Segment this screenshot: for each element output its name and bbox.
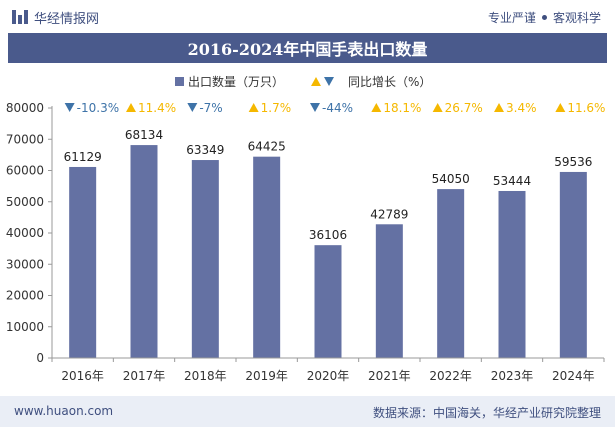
website-link[interactable]: www.huaon.com <box>14 404 114 418</box>
x-tick-label: 2023年 <box>491 369 534 383</box>
growth-label: 18.1% <box>383 101 421 115</box>
bar-chart: 出口数量（万只） 同比增长（%） 0 10000 20000 30000 40000 50… <box>6 74 606 383</box>
x-tick-label: 2017年 <box>123 369 166 383</box>
bar <box>130 145 158 358</box>
bar-value-label: 53444 <box>493 174 531 188</box>
y-tick-label: 0 <box>36 351 44 365</box>
growth-up-triangle-icon <box>126 103 136 112</box>
data-source: 数据来源：中国海关，华经产业研究院整理 <box>372 406 601 420</box>
growth-label: 11.4% <box>138 101 176 115</box>
bar-value-label: 59536 <box>554 155 592 169</box>
y-axis: 0 10000 20000 30000 40000 50000 60000 70000 8000… <box>6 101 53 365</box>
growth-down-triangle-icon <box>64 103 75 112</box>
x-tick-label: 2018年 <box>184 369 227 383</box>
growth-label: 1.7% <box>261 101 292 115</box>
growth-label: 11.6% <box>567 101 605 115</box>
bar-value-label: 63349 <box>186 143 224 157</box>
growth-label: -7% <box>199 101 222 115</box>
growth-up-triangle-icon <box>248 103 259 112</box>
footer: www.huaon.com 数据来源：中国海关，华经产业研究院整理 <box>0 396 615 427</box>
y-tick-label: 30000 <box>6 257 44 271</box>
growth-label: -10.3% <box>77 101 119 115</box>
growth-labels: -10.3% 11.4% -7% 1.7% -44% 18.1% 26.7% 3.4% 11.6… <box>64 101 605 115</box>
bar <box>437 189 465 358</box>
growth-up-triangle-icon <box>555 103 566 112</box>
chart-title: 2016-2024年中国手表出口数量 <box>187 40 428 59</box>
x-tick-label: 2024年 <box>552 369 595 383</box>
growth-label: -44% <box>322 101 353 115</box>
y-tick-label: 50000 <box>6 195 44 209</box>
bar <box>498 190 526 358</box>
logo-icon <box>12 10 28 24</box>
legend-up-triangle-icon <box>311 77 321 86</box>
bars: 61129 68134 63349 64425 36106 42789 54050 53444… <box>64 128 592 358</box>
x-tick-label: 2022年 <box>429 369 472 383</box>
bar-value-label: 68134 <box>125 128 163 142</box>
growth-up-triangle-icon <box>371 103 382 112</box>
growth-label: 3.4% <box>506 101 537 115</box>
x-tick-label: 2019年 <box>245 369 288 383</box>
y-tick-label: 60000 <box>6 164 44 178</box>
top-bar: 华经情报网 专业严谨 客观科学 <box>0 0 615 32</box>
legend-bar-label: 出口数量（万只） <box>188 74 284 89</box>
chart-area: 出口数量（万只） 同比增长（%） 0 10000 20000 30000 40000 50… <box>0 63 615 393</box>
y-tick-label: 70000 <box>6 132 44 146</box>
growth-label: 26.7% <box>445 101 483 115</box>
x-tick-label: 2020年 <box>307 369 350 383</box>
brand-name: 华经情报网 <box>34 11 100 27</box>
chart-title-bar: 2016-2024年中国手表出口数量 <box>8 33 607 63</box>
growth-down-triangle-icon <box>187 103 198 112</box>
bar <box>375 224 403 358</box>
growth-up-triangle-icon <box>494 103 504 112</box>
legend-bar-swatch <box>175 77 184 86</box>
y-tick-label: 80000 <box>6 101 44 115</box>
y-tick-label: 40000 <box>6 226 44 240</box>
legend: 出口数量（万只） 同比增长（%） <box>175 74 431 89</box>
bar <box>559 171 587 358</box>
bar <box>314 245 342 358</box>
growth-up-triangle-icon <box>432 103 443 112</box>
tagline-left: 专业严谨 <box>487 11 536 25</box>
tagline-right: 客观科学 <box>552 11 601 25</box>
bar <box>69 166 97 358</box>
bar-value-label: 36106 <box>309 228 347 242</box>
bar-value-label: 42789 <box>370 207 408 221</box>
y-tick-label: 20000 <box>6 289 44 303</box>
x-tick-label: 2021年 <box>368 369 411 383</box>
bar-value-label: 61129 <box>64 150 102 164</box>
bar-value-label: 64425 <box>248 140 286 154</box>
x-axis: 2016年 2017年 2018年 2019年 2020年 2021年 2022年 2023年… <box>51 357 605 383</box>
x-tick-label: 2016年 <box>61 369 104 383</box>
brand: 华经情报网 <box>12 8 100 27</box>
dot-separator-icon <box>541 15 547 20</box>
bar <box>253 156 281 358</box>
y-tick-label: 10000 <box>6 320 44 334</box>
bar <box>191 160 219 358</box>
legend-down-triangle-icon <box>324 77 334 86</box>
legend-growth-label: 同比增长（%） <box>348 75 431 89</box>
tagline: 专业严谨 客观科学 <box>488 9 601 26</box>
growth-down-triangle-icon <box>310 103 320 112</box>
bar-value-label: 54050 <box>432 172 470 186</box>
